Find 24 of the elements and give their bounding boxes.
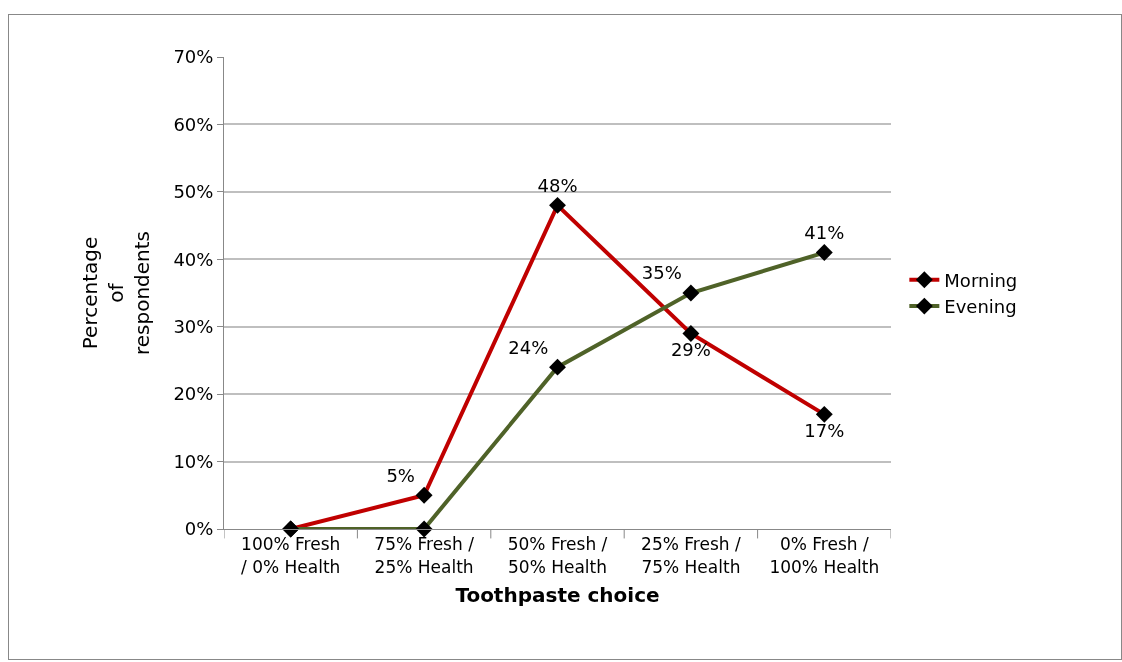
y-tick-label: 70% [173,46,214,68]
x-tick-label: 100% Fresh / 0% Health [241,534,341,577]
x-tick-label: 0% Fresh / 100% Health [769,534,880,577]
y-tick-label: 30% [173,316,214,338]
data-label: 17% [804,419,845,441]
x-tick-label: 75% Fresh / 25% Health [374,534,475,577]
data-label: 35% [641,262,682,284]
x-tick-label: 50% Fresh / 50% Health [507,534,608,577]
y-tick-label: 20% [173,383,214,405]
data-label: 29% [670,339,711,361]
data-label: 41% [804,221,845,243]
y-tick-label: 0% [184,518,214,540]
y-tick-label: 60% [173,113,214,135]
y-tick-label: 10% [173,450,214,472]
data-label: 48% [537,174,578,196]
y-axis-title: Percentage of respondents [77,230,154,356]
y-tick-label: 50% [173,181,214,203]
data-label: 5% [386,464,415,486]
data-label: 24% [508,336,549,358]
x-axis-title: Toothpaste choice [455,583,660,607]
y-tick-label: 40% [173,248,214,270]
legend-label: Evening [944,296,1017,318]
legend-label: Morning [944,269,1018,291]
x-tick-label: 25% Fresh / 75% Health [641,534,741,577]
